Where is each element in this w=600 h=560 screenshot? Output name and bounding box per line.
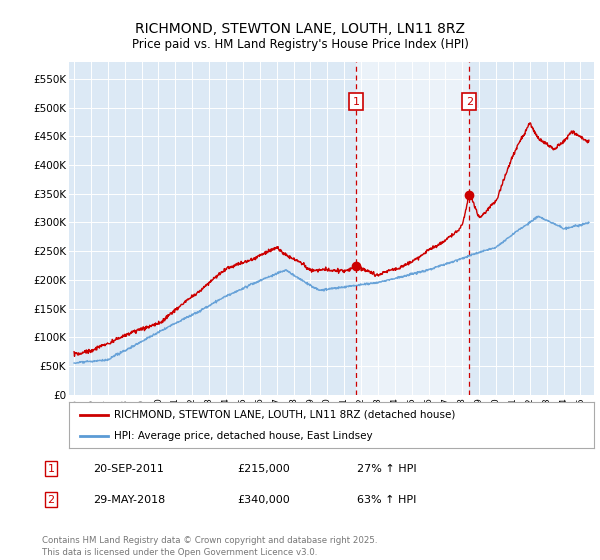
Text: RICHMOND, STEWTON LANE, LOUTH, LN11 8RZ: RICHMOND, STEWTON LANE, LOUTH, LN11 8RZ [135, 22, 465, 36]
Text: 2: 2 [466, 97, 473, 107]
Text: HPI: Average price, detached house, East Lindsey: HPI: Average price, detached house, East… [113, 431, 372, 441]
Text: £215,000: £215,000 [237, 464, 290, 474]
Text: Price paid vs. HM Land Registry's House Price Index (HPI): Price paid vs. HM Land Registry's House … [131, 38, 469, 51]
Text: 63% ↑ HPI: 63% ↑ HPI [357, 494, 416, 505]
Text: 1: 1 [47, 464, 55, 474]
Text: 2: 2 [47, 494, 55, 505]
Text: RICHMOND, STEWTON LANE, LOUTH, LN11 8RZ (detached house): RICHMOND, STEWTON LANE, LOUTH, LN11 8RZ … [113, 410, 455, 420]
Text: 20-SEP-2011: 20-SEP-2011 [93, 464, 164, 474]
Bar [356, 62, 469, 395]
Text: £340,000: £340,000 [237, 494, 290, 505]
Text: 1: 1 [353, 97, 360, 107]
Text: 27% ↑ HPI: 27% ↑ HPI [357, 464, 416, 474]
Text: Contains HM Land Registry data © Crown copyright and database right 2025.
This d: Contains HM Land Registry data © Crown c… [42, 536, 377, 557]
Text: 29-MAY-2018: 29-MAY-2018 [93, 494, 165, 505]
